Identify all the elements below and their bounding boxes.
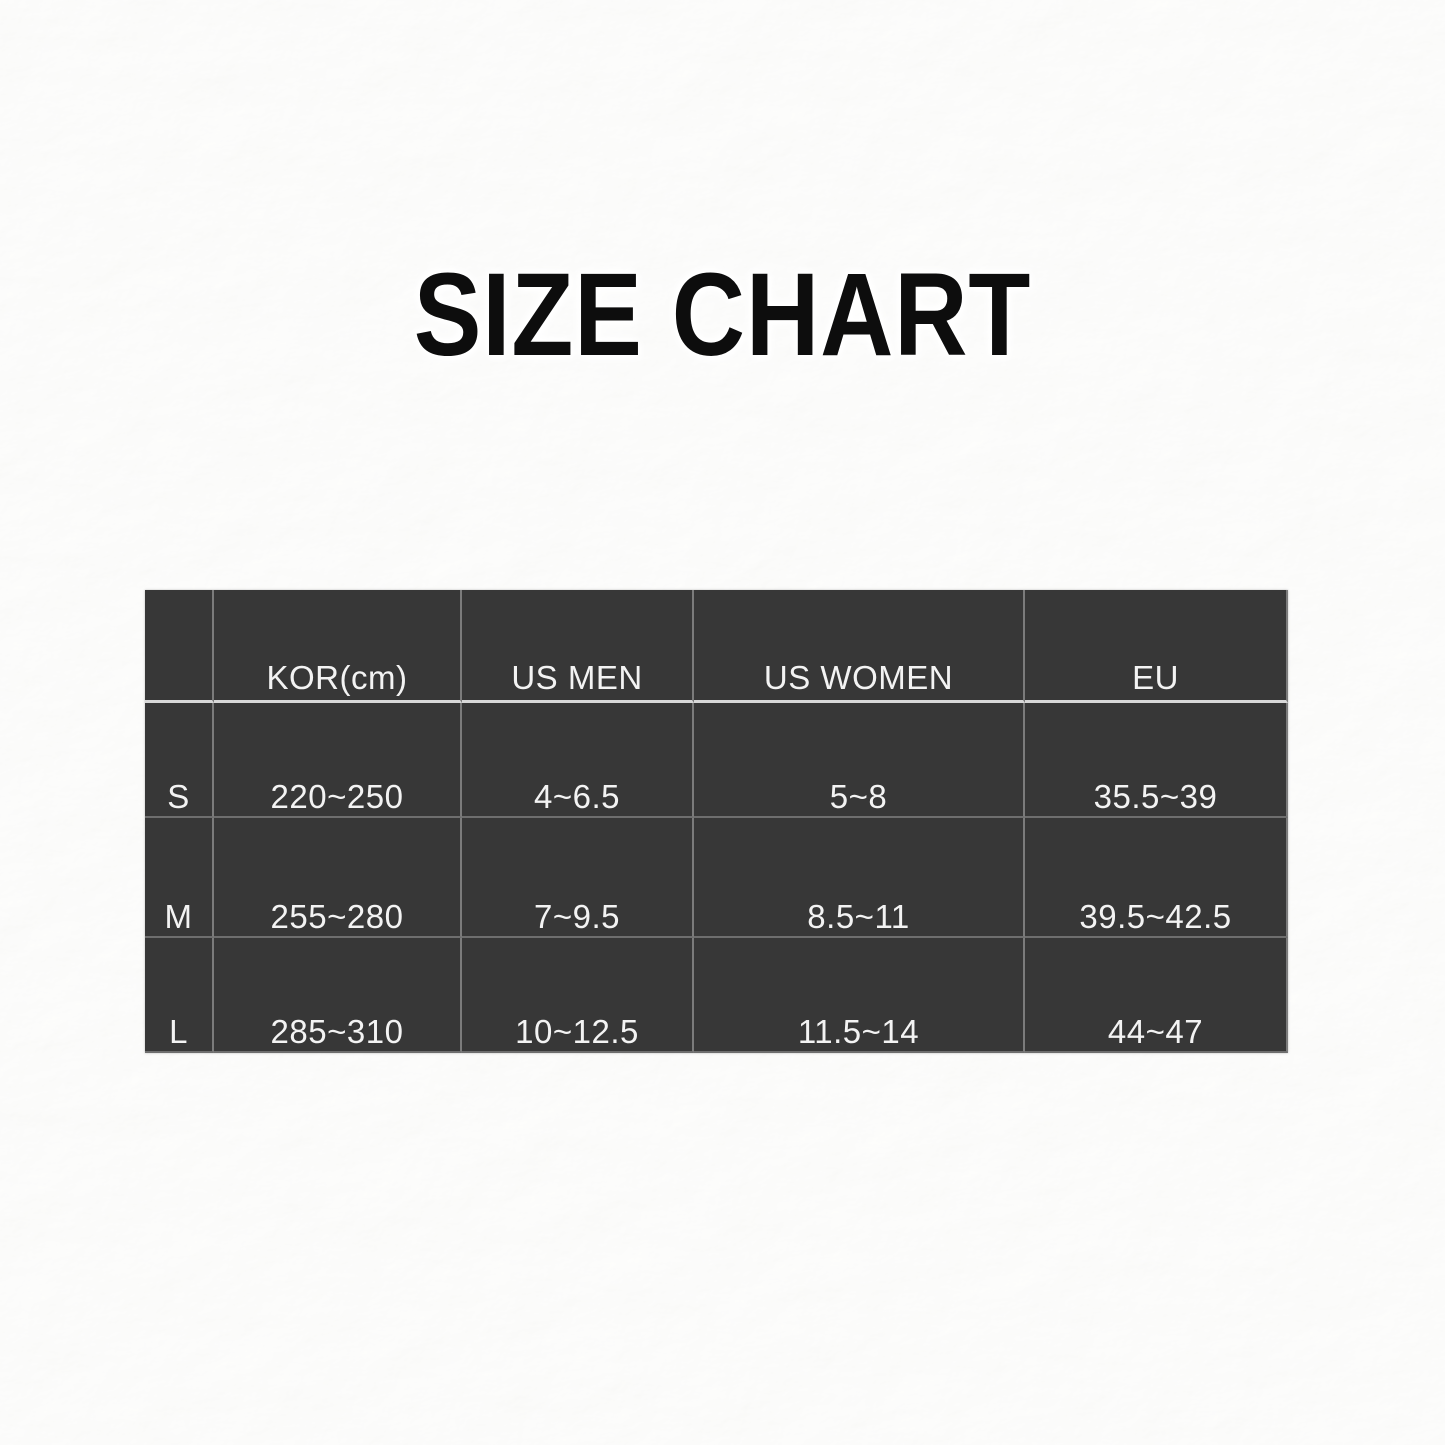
row-l-kor: 285~310 (214, 938, 462, 1053)
row-s-kor: 220~250 (214, 703, 462, 818)
page-title: SIZE CHART (413, 249, 1032, 381)
row-m-us-women: 8.5~11 (694, 818, 1025, 938)
header-eu: EU (1025, 590, 1288, 703)
row-s-us-women: 5~8 (694, 703, 1025, 818)
row-s-us-men: 4~6.5 (462, 703, 694, 818)
row-m-eu: 39.5~42.5 (1025, 818, 1288, 938)
row-l-eu: 44~47 (1025, 938, 1288, 1053)
row-l-size-label: L (145, 938, 214, 1053)
row-m-kor: 255~280 (214, 818, 462, 938)
header-corner-cell (145, 590, 214, 703)
header-us-men: US MEN (462, 590, 694, 703)
header-kor-cm: KOR(cm) (214, 590, 462, 703)
row-m-size-label: M (145, 818, 214, 938)
row-m-us-men: 7~9.5 (462, 818, 694, 938)
row-s-eu: 35.5~39 (1025, 703, 1288, 818)
row-l-us-men: 10~12.5 (462, 938, 694, 1053)
row-s-size-label: S (145, 703, 214, 818)
header-us-women: US WOMEN (694, 590, 1025, 703)
row-l-us-women: 11.5~14 (694, 938, 1025, 1053)
size-chart-table: KOR(cm) US MEN US WOMEN EU S 220~250 4~6… (145, 590, 1288, 1053)
